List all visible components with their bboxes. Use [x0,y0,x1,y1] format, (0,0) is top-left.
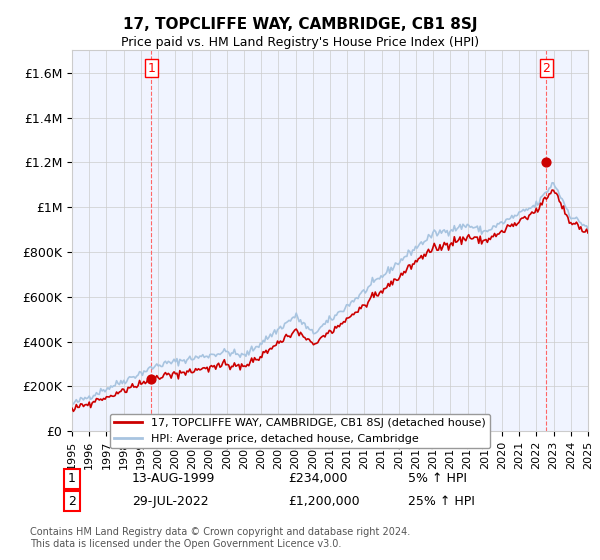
Text: 5% ↑ HPI: 5% ↑ HPI [408,472,467,486]
Point [146,374,156,383]
Text: £1,200,000: £1,200,000 [288,494,359,508]
Text: 1: 1 [68,472,76,486]
Text: Contains HM Land Registry data © Crown copyright and database right 2024.
This d: Contains HM Land Registry data © Crown c… [30,527,410,549]
Text: 13-AUG-1999: 13-AUG-1999 [132,472,215,486]
Point [541,158,551,167]
Text: 1: 1 [148,62,155,75]
Text: £234,000: £234,000 [288,472,347,486]
Text: 2: 2 [542,62,550,75]
Text: 25% ↑ HPI: 25% ↑ HPI [408,494,475,508]
Text: 29-JUL-2022: 29-JUL-2022 [132,494,209,508]
Text: 17, TOPCLIFFE WAY, CAMBRIDGE, CB1 8SJ: 17, TOPCLIFFE WAY, CAMBRIDGE, CB1 8SJ [123,17,477,32]
Text: Price paid vs. HM Land Registry's House Price Index (HPI): Price paid vs. HM Land Registry's House … [121,36,479,49]
Legend: 17, TOPCLIFFE WAY, CAMBRIDGE, CB1 8SJ (detached house), HPI: Average price, deta: 17, TOPCLIFFE WAY, CAMBRIDGE, CB1 8SJ (d… [110,414,490,448]
Text: 2: 2 [68,494,76,508]
